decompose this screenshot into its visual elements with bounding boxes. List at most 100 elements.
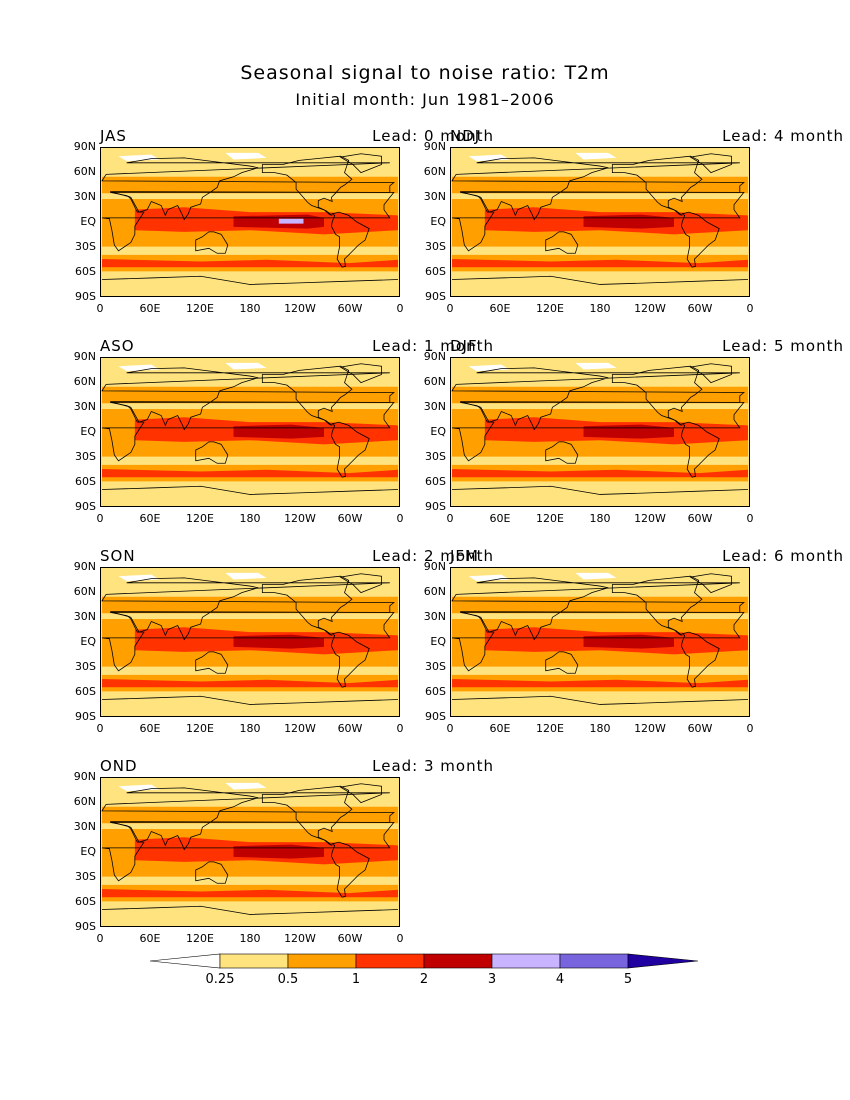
contour-region-low bbox=[225, 572, 267, 580]
lat-tick-label: 90S bbox=[75, 710, 96, 723]
coastline bbox=[451, 611, 745, 672]
coastline bbox=[689, 363, 732, 384]
lon-tick-label: 60W bbox=[337, 512, 363, 525]
coastline bbox=[101, 611, 395, 672]
lon-tick-label: 0 bbox=[396, 512, 404, 525]
map-aso bbox=[100, 357, 400, 507]
lat-tick-label: 90N bbox=[73, 770, 96, 783]
map-ndj bbox=[450, 147, 750, 297]
lon-tick-label: 0 bbox=[396, 932, 404, 945]
lat-tick-label: 60S bbox=[75, 475, 96, 488]
lon-tick-label: 120W bbox=[634, 722, 666, 735]
antarctica-coastline bbox=[451, 695, 749, 705]
coastline bbox=[545, 651, 579, 674]
lon-tick-label: 0 bbox=[96, 932, 104, 945]
lat-tick-label: 60N bbox=[423, 375, 446, 388]
colorbar-swatch bbox=[491, 953, 561, 969]
contour-region-level-2 bbox=[452, 469, 748, 478]
contour-region-level-2 bbox=[102, 679, 398, 688]
lon-tick-label: 0 bbox=[446, 512, 454, 525]
panel-season-label: OND bbox=[100, 757, 138, 775]
antarctica-coastline bbox=[101, 905, 399, 915]
lon-tick-label: 60W bbox=[687, 722, 713, 735]
lon-tick-label: 0 bbox=[396, 302, 404, 315]
lat-tick-label: EQ bbox=[430, 425, 446, 438]
lat-tick-label: 30N bbox=[73, 190, 96, 203]
map-svg bbox=[451, 358, 749, 506]
coastline bbox=[451, 401, 745, 462]
lon-tick-label: 60W bbox=[687, 302, 713, 315]
lon-tick-label: 0 bbox=[96, 722, 104, 735]
lat-tick-label: 90S bbox=[425, 500, 446, 513]
colorbar-tick-label: 2 bbox=[419, 972, 429, 987]
lat-tick-label: 30S bbox=[425, 660, 446, 673]
coastline bbox=[339, 783, 382, 804]
panel-season-label: DJF bbox=[450, 337, 478, 355]
lat-tick-label: 90N bbox=[423, 560, 446, 573]
lon-tick-label: 0 bbox=[446, 722, 454, 735]
colorbar-swatch bbox=[219, 953, 289, 969]
lat-tick-label: 60S bbox=[425, 475, 446, 488]
contour-region-level-2 bbox=[102, 469, 398, 478]
lon-tick-label: 180 bbox=[239, 722, 261, 735]
coastline bbox=[689, 573, 732, 594]
lat-tick-label: 30N bbox=[73, 610, 96, 623]
lat-tick-label: EQ bbox=[430, 635, 446, 648]
coastline bbox=[689, 153, 732, 174]
map-svg bbox=[451, 568, 749, 716]
contour-region-level-3 bbox=[233, 214, 324, 229]
contour-region-level-2 bbox=[102, 889, 398, 898]
map-svg bbox=[101, 568, 399, 716]
lat-tick-label: 90N bbox=[423, 140, 446, 153]
coastline bbox=[611, 365, 703, 426]
lat-tick-label: 90S bbox=[425, 290, 446, 303]
contour-region-low bbox=[118, 574, 160, 582]
contour-region-level-2 bbox=[452, 679, 748, 688]
coastline bbox=[101, 401, 395, 462]
antarctica-coastline bbox=[101, 275, 399, 285]
lon-tick-label: 60E bbox=[139, 932, 161, 945]
panel-season-label: SON bbox=[100, 547, 136, 565]
colorbar-swatch bbox=[559, 953, 629, 969]
contour-region-low bbox=[225, 362, 267, 370]
lat-tick-label: 30N bbox=[423, 610, 446, 623]
antarctica-coastline bbox=[451, 485, 749, 495]
lat-tick-label: 90S bbox=[75, 290, 96, 303]
panel-lead-label: Lead: 0 month bbox=[372, 127, 494, 145]
lon-tick-label: 0 bbox=[746, 302, 754, 315]
lon-tick-label: 120E bbox=[536, 512, 564, 525]
lon-tick-label: 120E bbox=[186, 302, 214, 315]
lat-tick-label: 30S bbox=[75, 450, 96, 463]
panel-djf: DJF Lead: 5 month bbox=[450, 337, 850, 537]
panel-ndj: NDJ Lead: 4 month bbox=[450, 127, 850, 327]
panel-season-label: JFM bbox=[450, 547, 479, 565]
colorbar-swatch bbox=[287, 953, 357, 969]
coastline bbox=[330, 211, 370, 268]
figure-title: Seasonal signal to noise ratio: T2m bbox=[240, 62, 610, 84]
panel-lead-label: Lead: 2 month bbox=[372, 547, 494, 565]
colorbar-tick-label: 0.5 bbox=[277, 972, 299, 987]
lon-tick-label: 0 bbox=[96, 512, 104, 525]
lon-tick-label: 60W bbox=[687, 512, 713, 525]
coastline bbox=[611, 575, 703, 636]
map-djf bbox=[450, 357, 750, 507]
colorbar-lower-triangle bbox=[149, 953, 221, 969]
map-jfm bbox=[450, 567, 750, 717]
coastline bbox=[611, 155, 703, 216]
lat-tick-label: 90S bbox=[425, 710, 446, 723]
coastline bbox=[545, 441, 579, 464]
panel-ond: OND Lead: 3 month bbox=[100, 757, 500, 957]
antarctica-coastline bbox=[101, 695, 399, 705]
lon-tick-label: 0 bbox=[446, 302, 454, 315]
contour-region-low bbox=[468, 574, 510, 582]
lon-tick-label: 120E bbox=[536, 722, 564, 735]
coastline bbox=[330, 631, 370, 688]
lon-tick-label: 120E bbox=[536, 302, 564, 315]
panel-jfm: JFM Lead: 6 month bbox=[450, 547, 850, 747]
lat-tick-label: 30S bbox=[75, 660, 96, 673]
coastline bbox=[451, 191, 745, 252]
contour-region-low bbox=[118, 154, 160, 162]
lon-tick-label: 180 bbox=[589, 512, 611, 525]
map-svg bbox=[451, 148, 749, 296]
contour-region-level-1 bbox=[452, 596, 748, 614]
